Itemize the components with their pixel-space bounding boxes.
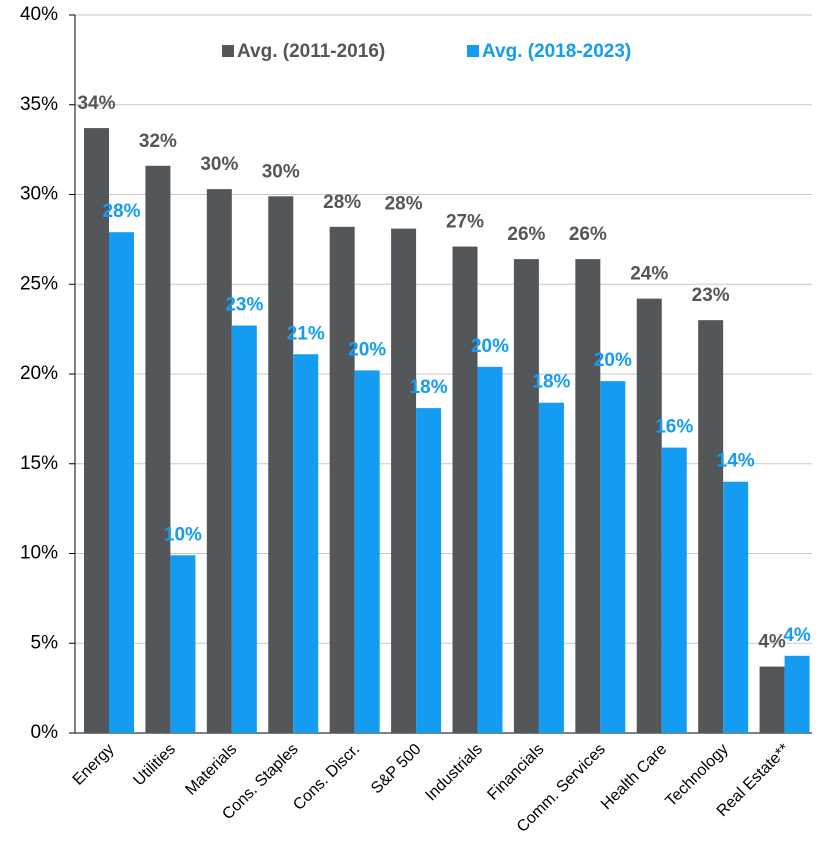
bar <box>170 555 196 733</box>
value-label: 20% <box>471 336 509 357</box>
x-tick-label: Energy <box>70 741 118 789</box>
x-tick-label: Materials <box>182 741 240 799</box>
y-tick-label: 0% <box>31 722 59 743</box>
y-tick-label: 10% <box>20 543 58 564</box>
value-label: 30% <box>200 154 238 175</box>
legend-label: Avg. (2011-2016) <box>237 41 385 62</box>
value-label: 21% <box>287 323 325 344</box>
x-tick-label: Cons. Discr. <box>290 741 363 814</box>
y-tick-label: 15% <box>20 453 58 474</box>
bar <box>538 402 564 733</box>
value-label: 34% <box>77 93 115 114</box>
bar <box>329 226 355 733</box>
bar <box>145 165 171 733</box>
bar <box>636 298 662 733</box>
bar <box>206 189 232 734</box>
y-tick-label: 5% <box>31 632 59 653</box>
bar <box>354 370 380 733</box>
bar <box>698 320 724 733</box>
value-label: 23% <box>692 285 730 306</box>
value-label: 26% <box>569 224 607 245</box>
x-tick-label: Industrials <box>422 741 486 805</box>
bar <box>293 354 319 733</box>
value-label: 4% <box>758 632 786 653</box>
value-label: 18% <box>410 377 448 398</box>
y-tick-label: 25% <box>20 273 58 294</box>
y-tick-label: 40% <box>20 4 58 25</box>
legend-swatch <box>222 45 234 57</box>
value-label: 18% <box>532 372 570 393</box>
value-label: 28% <box>102 201 140 222</box>
value-label: 32% <box>139 131 177 152</box>
y-tick-label: 30% <box>20 184 58 205</box>
value-label: 14% <box>717 451 755 472</box>
bar <box>759 666 785 733</box>
value-label: 16% <box>655 417 693 438</box>
value-label: 23% <box>225 295 263 316</box>
value-label: 20% <box>594 350 632 371</box>
value-label: 28% <box>323 192 361 213</box>
bar <box>452 246 478 733</box>
x-tick-label: Utilities <box>130 741 178 789</box>
bar <box>477 366 503 733</box>
bar <box>784 655 810 733</box>
value-label: 26% <box>507 224 545 245</box>
legend-swatch <box>467 45 479 57</box>
y-tick-label: 35% <box>20 94 58 115</box>
value-label: 30% <box>262 161 300 182</box>
x-tick-label: Financials <box>484 741 547 804</box>
bar <box>600 381 626 733</box>
value-label: 4% <box>783 625 811 646</box>
bar <box>391 228 417 734</box>
bar <box>109 232 134 733</box>
value-label: 24% <box>630 264 668 285</box>
bar <box>416 408 442 733</box>
bar <box>723 481 749 733</box>
bar <box>231 325 257 733</box>
legend-label: Avg. (2018-2023) <box>482 41 631 62</box>
value-label: 27% <box>446 212 484 233</box>
bar <box>84 128 109 733</box>
y-tick-label: 20% <box>20 363 58 384</box>
x-tick-label: S&P 500 <box>368 741 425 798</box>
bar <box>268 196 294 734</box>
bar <box>575 259 601 733</box>
value-label: 10% <box>164 524 202 545</box>
x-tick-label: Health Care <box>598 741 670 813</box>
bar <box>661 447 687 733</box>
value-label: 28% <box>385 194 423 215</box>
value-label: 20% <box>348 339 386 360</box>
bar <box>513 259 539 733</box>
